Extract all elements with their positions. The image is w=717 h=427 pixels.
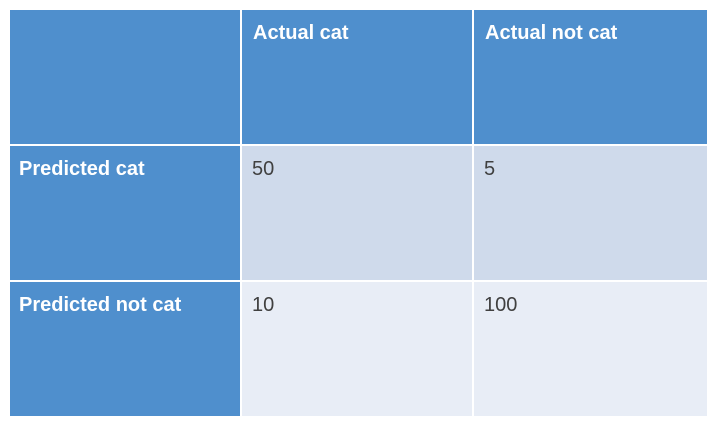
value-predicted-cat-actual-not-cat: 5: [474, 146, 707, 280]
column-header-actual-cat: Actual cat: [242, 10, 472, 144]
value-predicted-not-cat-actual-cat: 10: [242, 282, 472, 416]
confusion-matrix-table: Actual cat Actual not cat Predicted cat …: [10, 10, 707, 416]
value-predicted-not-cat-actual-not-cat: 100: [474, 282, 707, 416]
column-header-actual-not-cat: Actual not cat: [474, 10, 707, 144]
row-header-predicted-not-cat: Predicted not cat: [10, 282, 240, 416]
value-predicted-cat-actual-cat: 50: [242, 146, 472, 280]
row-header-predicted-cat: Predicted cat: [10, 146, 240, 280]
corner-header-cell: [10, 10, 240, 144]
